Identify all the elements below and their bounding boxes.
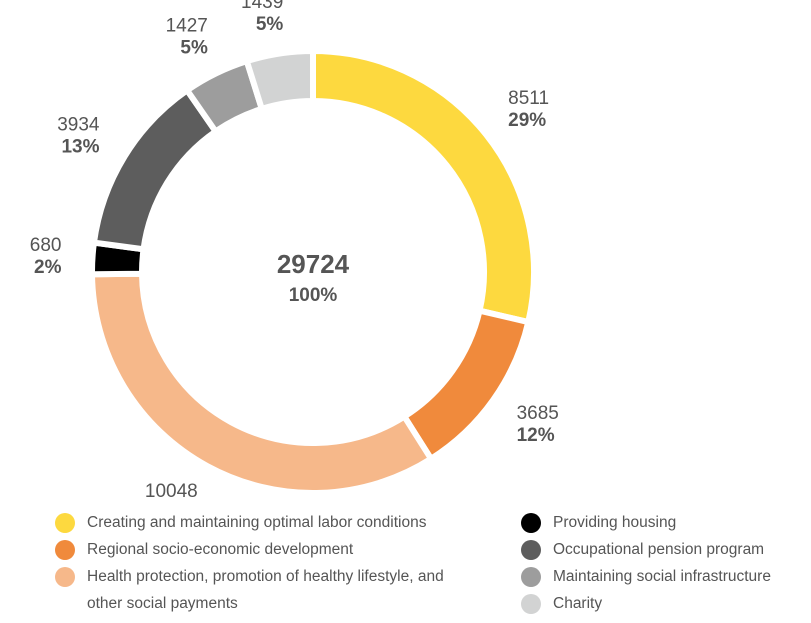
- legend-item: Creating and maintaining optimal labor c…: [55, 509, 485, 536]
- legend-swatch: [521, 567, 541, 587]
- legend-label: Regional socio-economic development: [87, 541, 354, 558]
- legend-swatch: [521, 540, 541, 560]
- donut-segment: [310, 47, 537, 326]
- legend-swatch: [55, 540, 75, 560]
- data-label-percent: 13%: [61, 136, 99, 157]
- legend-item: Providing housing: [521, 509, 811, 536]
- data-label-percent: 12%: [517, 425, 555, 446]
- data-label-percent: 5%: [256, 14, 284, 35]
- legend-item: Regional socio-economic development: [55, 536, 485, 563]
- data-label: 680: [30, 235, 62, 256]
- legend-label: Creating and maintaining optimal labor c…: [87, 514, 427, 531]
- data-label-percent: 2%: [34, 257, 62, 278]
- donut-segment: [400, 307, 532, 463]
- legend-swatch: [521, 594, 541, 614]
- legend-item: Occupational pension program: [521, 536, 811, 563]
- legend-label: Health protection, promotion of healthy …: [87, 568, 444, 612]
- data-label: 1439: [241, 0, 283, 13]
- legend-label: Providing housing: [553, 514, 677, 531]
- legend-item: Health protection, promotion of healthy …: [55, 563, 485, 617]
- legend: Providing housing Occupational pension pr…: [521, 509, 811, 617]
- legend-swatch: [521, 513, 541, 533]
- legend-item: Maintaining social infrastructure: [521, 563, 811, 590]
- legend-swatch: [55, 567, 75, 587]
- total-label: 100%: [289, 285, 338, 306]
- data-label: 3934: [57, 114, 100, 135]
- legend-label: Charity: [553, 595, 603, 612]
- legend-item: Charity: [521, 590, 811, 617]
- data-label: 1427: [166, 16, 208, 37]
- data-label-percent: 29%: [508, 110, 546, 131]
- chart: 29724 100% 851129%368512%1004834%6802%39…: [30, 0, 559, 500]
- data-label: 10048: [145, 481, 198, 500]
- donut-segment: [243, 47, 316, 113]
- data-label-percent: 5%: [180, 38, 208, 59]
- total: 29724: [277, 249, 350, 279]
- data-label: 3685: [517, 403, 559, 424]
- donut-segment: [88, 270, 436, 496]
- legend-label: Maintaining social infrastructure: [553, 568, 771, 585]
- donut-segment: [90, 86, 220, 253]
- data-label: 8511: [508, 88, 549, 109]
- legend: Creating and maintaining optimal labor c…: [55, 509, 485, 617]
- legend-swatch: [55, 513, 75, 533]
- legend-label: Occupational pension program: [553, 541, 765, 558]
